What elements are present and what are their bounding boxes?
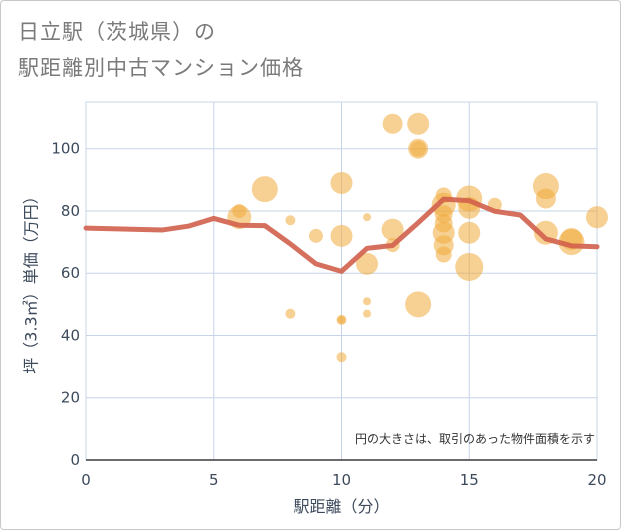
bubble-point xyxy=(285,215,296,226)
bubble-point xyxy=(410,140,427,157)
y-tick-label: 0 xyxy=(70,451,80,469)
chart-title-line2: 駅距離別中古マンション価格 xyxy=(18,56,304,80)
bubble-point xyxy=(363,309,372,318)
bubble-point xyxy=(363,297,372,306)
bubble-point xyxy=(330,224,353,247)
y-tick-label: 60 xyxy=(61,264,80,282)
bubble-point xyxy=(405,291,432,318)
x-axis-title: 駅距離（分） xyxy=(293,497,389,516)
bubble-point xyxy=(535,188,556,209)
y-axis-title: 坪（3.3㎡）単価（万円） xyxy=(22,188,41,373)
bubble-point xyxy=(382,113,403,134)
x-tick-label: 15 xyxy=(460,471,479,489)
bubble-point xyxy=(330,171,353,194)
y-tick-label: 100 xyxy=(51,140,80,158)
axes: 0 5 10 15 20 0 20 40 60 80 100 xyxy=(51,140,606,489)
y-tick-label: 40 xyxy=(61,326,80,344)
bubble-point xyxy=(435,246,452,263)
bubble-point xyxy=(285,308,296,319)
bubble-point xyxy=(458,221,481,244)
trend-line-layer xyxy=(83,196,600,274)
y-tick-label: 80 xyxy=(61,202,80,220)
bubble-point xyxy=(336,352,347,363)
x-tick-label: 5 xyxy=(209,471,219,489)
bubble-point xyxy=(308,228,323,243)
average-price-line xyxy=(83,196,600,274)
bubble-point xyxy=(337,315,346,324)
bubble-point xyxy=(558,229,585,256)
bubble-point xyxy=(251,176,278,203)
bubble-point xyxy=(363,213,372,222)
y-tick-label: 20 xyxy=(61,389,80,407)
bubble-point xyxy=(356,252,379,275)
x-tick-label: 20 xyxy=(587,471,606,489)
chart-title-line1: 日立駅（茨城県）の xyxy=(18,20,216,44)
bubble-point xyxy=(586,206,608,229)
x-tick-label: 10 xyxy=(332,471,351,489)
bubble-size-note: 円の大きさは、取引のあった物件面積を示す xyxy=(355,431,595,446)
x-tick-label: 0 xyxy=(81,471,91,489)
bubble-point xyxy=(455,252,484,281)
grid-lines xyxy=(85,101,598,461)
bubble-point xyxy=(407,112,430,135)
bubble-point xyxy=(381,218,404,241)
